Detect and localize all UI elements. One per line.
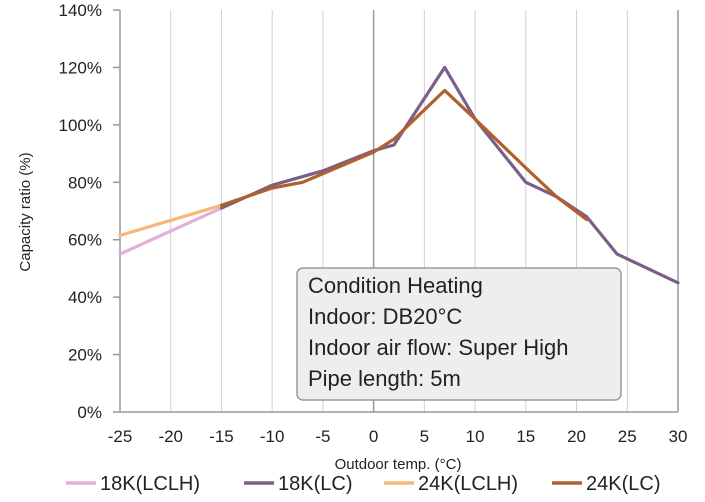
note-line-condition: Condition Heating [308,273,483,298]
y-tick-label: 80% [68,173,102,192]
y-tick-label: 60% [68,231,102,250]
x-tick-label: 0 [369,427,378,446]
note-line-air-flow: Indoor air flow: Super High [308,335,568,360]
y-tick-label: 40% [68,288,102,307]
legend: 18K(LCLH) 18K(LC) 24K(LCLH) 24K(LC) [66,473,660,495]
y-tick-label: 20% [68,346,102,365]
series-line-2 [219,65,680,285]
x-tick-label: 25 [618,427,637,446]
x-tick-label: -25 [108,427,133,446]
series-line-3 [118,203,224,237]
series-lines [118,65,680,285]
grid-lines [170,10,628,412]
x-tick-label: 5 [420,427,429,446]
x-tick-labels: -25 -20 -15 -10 -5 0 5 10 15 20 25 30 [108,427,688,446]
series-line-1 [118,206,224,256]
y-tick-label: 0% [77,403,102,422]
legend-label-4: 24K(LC) [586,473,660,495]
x-tick-label: -20 [158,427,183,446]
legend-label-1: 18K(LCLH) [100,473,200,495]
x-tick-label: -10 [260,427,285,446]
condition-note-box: Condition Heating Indoor: DB20°C Indoor … [296,267,622,401]
x-axis-title: Outdoor temp. (°C) [335,456,462,473]
x-tick-label: -15 [209,427,234,446]
y-tick-label: 140% [59,1,102,20]
note-line-indoor-temp: Indoor: DB20°C [308,304,462,329]
y-tick-label: 100% [59,116,102,135]
y-axis-title: Capacity ratio (%) [17,152,34,271]
note-line-pipe-length: Pipe length: 5m [308,366,461,391]
x-tick-label: 15 [516,427,535,446]
legend-label-3: 24K(LCLH) [418,473,518,495]
x-tick-label: 10 [466,427,485,446]
legend-label-2: 18K(LC) [278,473,352,495]
x-tick-label: 30 [669,427,688,446]
x-tick-label: 20 [567,427,586,446]
x-tick-label: -5 [315,427,330,446]
series-line-4 [219,88,589,222]
y-tick-labels: 0% 20% 40% 60% 80% 100% 120% 140% [59,1,102,422]
y-tick-label: 120% [59,58,102,77]
